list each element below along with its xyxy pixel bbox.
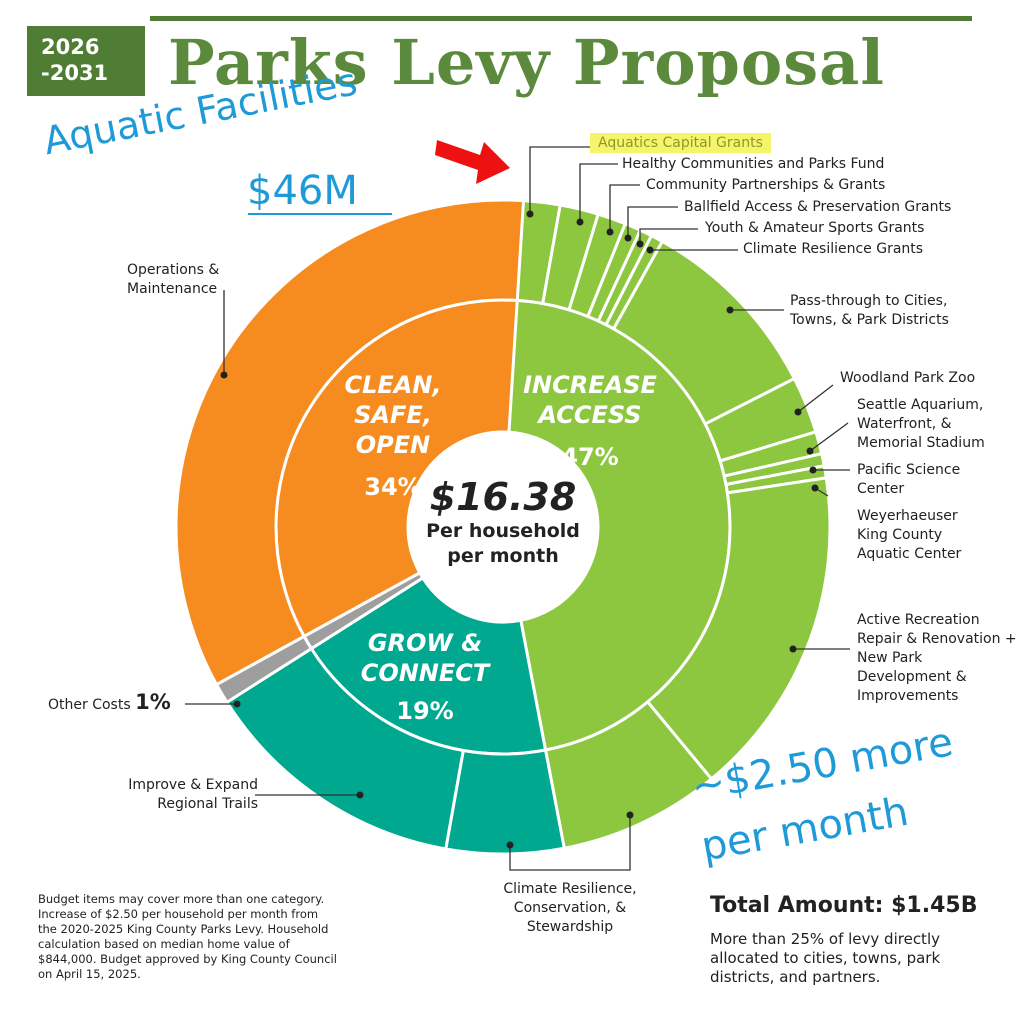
top-rule bbox=[150, 16, 972, 21]
leader-lines bbox=[185, 146, 850, 871]
annotation-aquatic-amount: $46M bbox=[247, 168, 358, 214]
inner-label-grow-connect: GROW & CONNECT 19% bbox=[360, 629, 490, 725]
per-household-amount: $16.38 bbox=[429, 475, 577, 519]
page-title: Parks Levy Proposal bbox=[168, 26, 885, 99]
label-ballfield-access: Ballfield Access & Preservation Grants bbox=[684, 199, 952, 215]
center-hole bbox=[408, 432, 598, 622]
center-line-1: Per household bbox=[426, 520, 580, 542]
label-climate-conservation: Climate Resilience, Conservation, & Stew… bbox=[503, 881, 637, 935]
outer-segment-16 bbox=[174, 198, 526, 687]
label-youth-amateur-sports: Youth & Amateur Sports Grants bbox=[705, 220, 925, 236]
inner-label-increase-access: INCREASE ACCESS 47% bbox=[523, 371, 657, 471]
center-line-2: per month bbox=[447, 545, 559, 567]
year-badge: 2026 -2031 bbox=[27, 26, 145, 96]
label-seattle-aquarium: Seattle Aquarium, Waterfront, & Memorial… bbox=[857, 397, 985, 451]
total-amount: Total Amount: $1.45B bbox=[710, 893, 978, 918]
label-operations-maintenance: Operations & Maintenance bbox=[127, 262, 220, 297]
inner-label-clean-safe-open: CLEAN, SAFE, OPEN 34% bbox=[344, 371, 442, 501]
label-pacific-science-center: Pacific Science Center bbox=[857, 462, 961, 497]
outer-segment-13 bbox=[444, 748, 567, 856]
label-active-recreation: Active Recreation Repair & Renovation + … bbox=[857, 612, 1017, 704]
label-aquatics-capital-grants: Aquatics Capital Grants bbox=[590, 133, 771, 153]
label-healthy-communities: Healthy Communities and Parks Fund bbox=[622, 156, 885, 172]
label-climate-resilience-grants: Climate Resilience Grants bbox=[743, 241, 924, 257]
center-summary: $16.38 Per household per month bbox=[408, 475, 598, 569]
label-pass-through: Pass-through to Cities, Towns, & Park Di… bbox=[790, 293, 949, 328]
label-woodland-park-zoo: Woodland Park Zoo bbox=[840, 370, 976, 386]
year-range: 2026 -2031 bbox=[41, 35, 109, 85]
label-other-costs: Other Costs 1% bbox=[48, 690, 171, 714]
total-description: More than 25% of levy directly allocated… bbox=[710, 930, 941, 986]
label-regional-trails: Improve & Expand Regional Trails bbox=[128, 777, 258, 812]
footnote: Budget items may cover more than one cat… bbox=[38, 892, 337, 981]
label-community-partnerships: Community Partnerships & Grants bbox=[646, 177, 886, 193]
label-weyerhaeuser: Weyerhaeuser King County Aquatic Center bbox=[857, 508, 962, 562]
red-arrow-icon bbox=[435, 140, 510, 184]
